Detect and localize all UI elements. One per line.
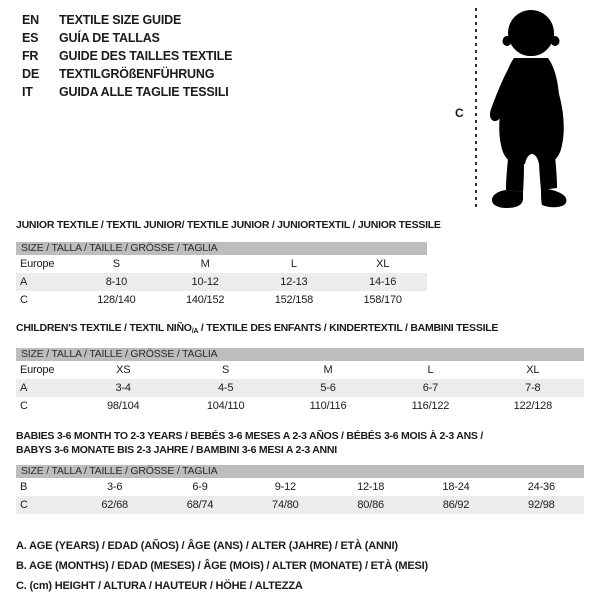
language-list: EN TEXTILE SIZE GUIDE ES GUÍA DE TALLAS … [22, 11, 232, 101]
language-text: TEXTILGRÖßENFÜHRUNG [59, 67, 215, 81]
children-table-title: CHILDREN'S TEXTILE / TEXTIL NIÑO/A / TEX… [16, 322, 584, 338]
table-cell: 5-6 [320, 382, 336, 394]
language-row-de: DE TEXTILGRÖßENFÜHRUNG [22, 65, 232, 83]
table-row-height: C 62/68 68/74 74/80 80/86 86/92 92/98 [16, 496, 584, 514]
table-cell: 12-13 [280, 276, 308, 288]
baby-silhouette-graphic [490, 10, 567, 208]
table-row-height: C 128/140 140/152 152/158 158/170 [16, 291, 427, 309]
row-label: Europe [20, 364, 55, 376]
title-suffix: / TEXTILE DES ENFANTS / KINDERTEXTIL / B… [198, 322, 499, 334]
babies-table-title: BABIES 3-6 MONTH TO 2-3 YEARS / BEBÉS 3-… [16, 429, 584, 457]
table-cell: XS [116, 364, 131, 376]
table-cell: 152/158 [274, 294, 314, 306]
table-row-europe: Europe XS S M L XL [16, 361, 584, 379]
table-row-height: C 98/104 104/110 110/116 116/122 122/128 [16, 397, 584, 415]
table-cell: S [112, 258, 120, 270]
language-row-en: EN TEXTILE SIZE GUIDE [22, 11, 232, 29]
table-row-age-months: B 3-6 6-9 9-12 12-18 18-24 24-36 [16, 478, 584, 496]
row-label: B [20, 481, 28, 493]
table-cell: 86/92 [442, 499, 470, 511]
table-cell: 74/80 [272, 499, 299, 511]
row-label: A [20, 276, 28, 288]
size-header-bar: SIZE / TALLA / TAILLE / GRÖSSE / TAGLIA [16, 465, 584, 478]
table-cell: XL [376, 258, 390, 270]
size-header-bar: SIZE / TALLA / TAILLE / GRÖSSE / TAGLIA [16, 348, 584, 361]
title-prefix: CHILDREN'S TEXTILE / TEXTIL NIÑO [16, 322, 192, 334]
language-code: IT [22, 85, 33, 99]
table-cell: 6-7 [422, 382, 439, 394]
row-label: C [20, 400, 28, 412]
table-cell: 14-16 [369, 276, 397, 288]
language-text: GUIDE DES TAILLES TEXTILE [59, 49, 233, 63]
children-textile-table: CHILDREN'S TEXTILE / TEXTIL NIÑO/A / TEX… [16, 322, 584, 415]
table-cell: 24-36 [527, 481, 555, 493]
height-measure-dotted-line [475, 8, 477, 208]
language-code: ES [22, 31, 39, 45]
babies-title-line1: BABIES 3-6 MONTH TO 2-3 YEARS / BEBÉS 3-… [16, 430, 484, 442]
table-cell: 68/74 [186, 499, 214, 511]
table-cell: 116/122 [411, 400, 450, 412]
table-cell: 10-12 [191, 276, 219, 288]
row-label: A [20, 382, 28, 394]
table-cell: 18-24 [442, 481, 470, 493]
row-label: C [20, 294, 28, 306]
table-cell: M [200, 258, 210, 270]
table-cell: S [222, 364, 230, 376]
size-header-bar: SIZE / TALLA / TAILLE / GRÖSSE / TAGLIA [16, 242, 427, 255]
footnotes: A. AGE (YEARS) / EDAD (AÑOS) / ÂGE (ANS)… [16, 536, 428, 596]
language-row-it: IT GUIDA ALLE TAGLIE TESSILI [22, 83, 232, 101]
table-cell: 4-5 [217, 382, 234, 394]
table-row-age: A 3-4 4-5 5-6 6-7 7-8 [16, 379, 584, 397]
language-text: TEXTILE SIZE GUIDE [59, 13, 182, 27]
language-code: FR [22, 49, 39, 63]
table-cell: M [323, 364, 333, 376]
table-cell: 9-12 [274, 481, 296, 493]
language-code: EN [22, 13, 39, 27]
footnote-b: B. AGE (MONTHS) / EDAD (MESES) / ÂGE (MO… [16, 560, 428, 572]
table-row-europe: Europe S M L XL [16, 255, 427, 273]
language-row-fr: FR GUIDE DES TAILLES TEXTILE [22, 47, 232, 65]
table-row-age: A 8-10 10-12 12-13 14-16 [16, 273, 427, 291]
table-cell: 12-18 [357, 481, 385, 493]
table-cell: 122/128 [513, 400, 553, 412]
table-cell: 140/152 [185, 294, 225, 306]
junior-textile-table: JUNIOR TEXTILE / TEXTIL JUNIOR/ TEXTILE … [16, 219, 441, 309]
table-cell: 3-4 [115, 382, 132, 394]
table-cell: 8-10 [105, 276, 127, 288]
table-cell: 80/86 [357, 499, 384, 511]
table-cell: 6-9 [192, 481, 208, 493]
table-cell: 98/104 [106, 400, 140, 412]
table-cell: 104/110 [206, 400, 245, 412]
table-cell: L [290, 258, 297, 270]
table-cell: 128/140 [97, 294, 136, 306]
table-cell: L [427, 364, 434, 376]
table-cell: 3-6 [107, 481, 123, 493]
babies-title-line2: BABYS 3-6 MONATE BIS 2-3 JAHRE / BAMBINI… [16, 444, 337, 456]
table-cell: 7-8 [525, 382, 541, 394]
language-code: DE [22, 67, 39, 81]
footnote-a: A. AGE (YEARS) / EDAD (AÑOS) / ÂGE (ANS)… [16, 540, 398, 552]
table-cell: XL [526, 364, 540, 376]
height-marker-label: C [455, 106, 464, 120]
table-cell: 158/170 [363, 294, 402, 306]
babies-textile-table: BABIES 3-6 MONTH TO 2-3 YEARS / BEBÉS 3-… [16, 429, 584, 514]
row-label: C [20, 499, 28, 511]
junior-table-title: JUNIOR TEXTILE / TEXTIL JUNIOR/ TEXTILE … [16, 219, 441, 231]
language-text: GUIDA ALLE TAGLIE TESSILI [59, 85, 229, 99]
row-label: Europe [20, 258, 55, 270]
language-row-es: ES GUÍA DE TALLAS [22, 29, 232, 47]
table-cell: 62/68 [101, 499, 128, 511]
language-text: GUÍA DE TALLAS [59, 31, 160, 45]
footnote-c: C. (cm) HEIGHT / ALTURA / HAUTEUR / HÖHE… [16, 580, 303, 592]
title-subscript: /A [191, 328, 199, 335]
table-cell: 92/98 [528, 499, 555, 511]
table-cell: 110/116 [309, 400, 347, 412]
